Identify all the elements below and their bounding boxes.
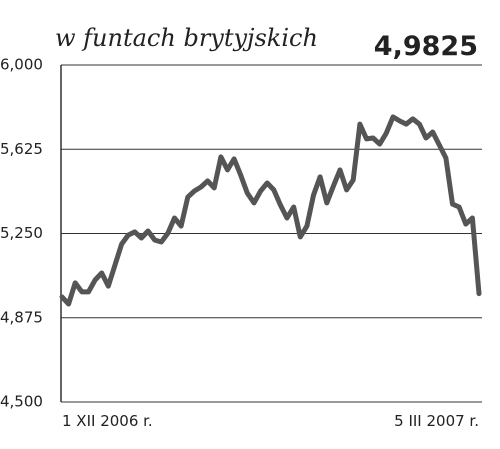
y-tick-label: 6,000 <box>0 56 43 74</box>
y-tick-label: 4,500 <box>0 393 43 411</box>
value-label: 4,9825 <box>374 31 478 62</box>
x-tick-label: 1 XII 2006 r. <box>62 412 153 430</box>
y-tick-label: 4,875 <box>0 308 43 326</box>
chart-title: w funtach brytyjskich <box>55 24 318 52</box>
x-tick-label: 5 III 2007 r. <box>394 412 479 430</box>
line <box>59 114 482 307</box>
y-tick-label: 5,250 <box>0 224 43 242</box>
y-tick-label: 5,625 <box>0 140 43 158</box>
